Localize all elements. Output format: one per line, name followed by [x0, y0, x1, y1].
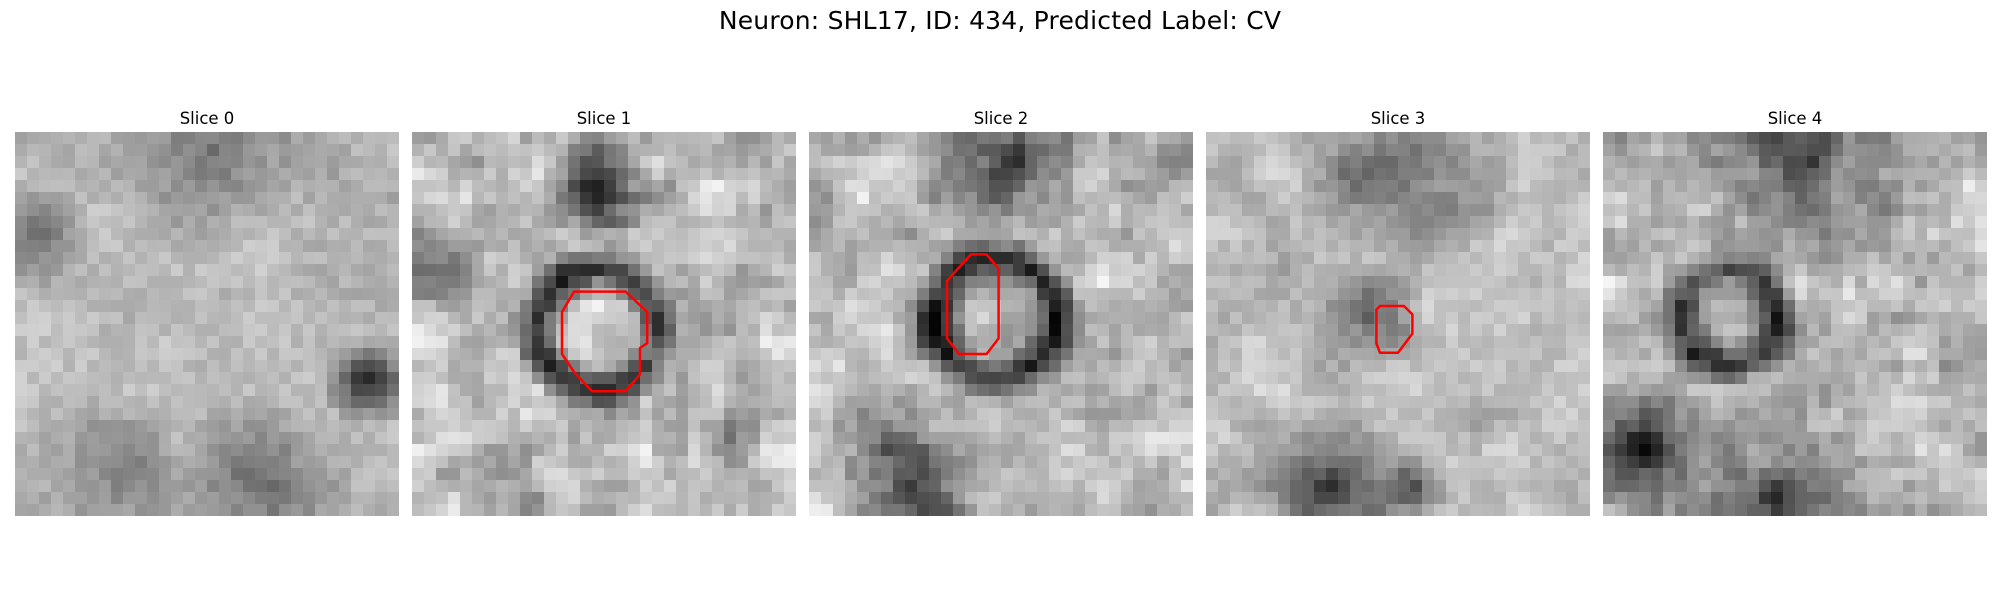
panel-slice-2: Slice 2: [809, 106, 1193, 516]
slice-image-1: [412, 132, 796, 516]
panel-title: Slice 3: [1370, 109, 1426, 128]
slice-image-4: [1603, 132, 1987, 516]
panel-slice-3: Slice 3: [1206, 106, 1590, 516]
panel-slice-0: Slice 0: [15, 106, 399, 516]
panel-title: Slice 4: [1767, 109, 1823, 128]
panel-slice-4: Slice 4: [1603, 106, 1987, 516]
slice-image-2: [809, 132, 1193, 516]
panel-title: Slice 0: [179, 109, 235, 128]
segmentation-outline: [945, 253, 1000, 356]
segmentation-outline: [560, 290, 649, 393]
slice-image-3: [1206, 132, 1590, 516]
figure-title: Neuron: SHL17, ID: 434, Predicted Label:…: [718, 6, 1282, 35]
panel-title: Slice 2: [973, 109, 1029, 128]
segmentation-outline: [1375, 304, 1414, 355]
slice-image-0: [15, 132, 399, 516]
panel-slice-1: Slice 1: [412, 106, 796, 516]
panel-title: Slice 1: [576, 109, 632, 128]
